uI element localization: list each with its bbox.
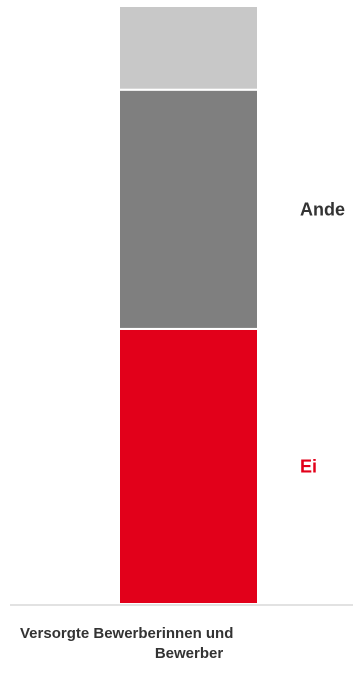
bar-segment-2: [118, 88, 259, 330]
segment-label-2: Ande: [300, 199, 345, 219]
category-labels: Versorgte Bewerberinnen und Bewerber: [20, 625, 233, 662]
bar-segment-1: [118, 327, 259, 605]
category-label-line-2: Bewerber: [155, 645, 224, 662]
segment-labels: Ei Ande: [300, 199, 345, 476]
category-label-line-1: Versorgte Bewerberinnen und: [20, 625, 233, 642]
segment-label-1: Ei: [300, 456, 317, 476]
bar-segments: [118, 5, 259, 605]
bar-segment-3: [118, 5, 259, 91]
